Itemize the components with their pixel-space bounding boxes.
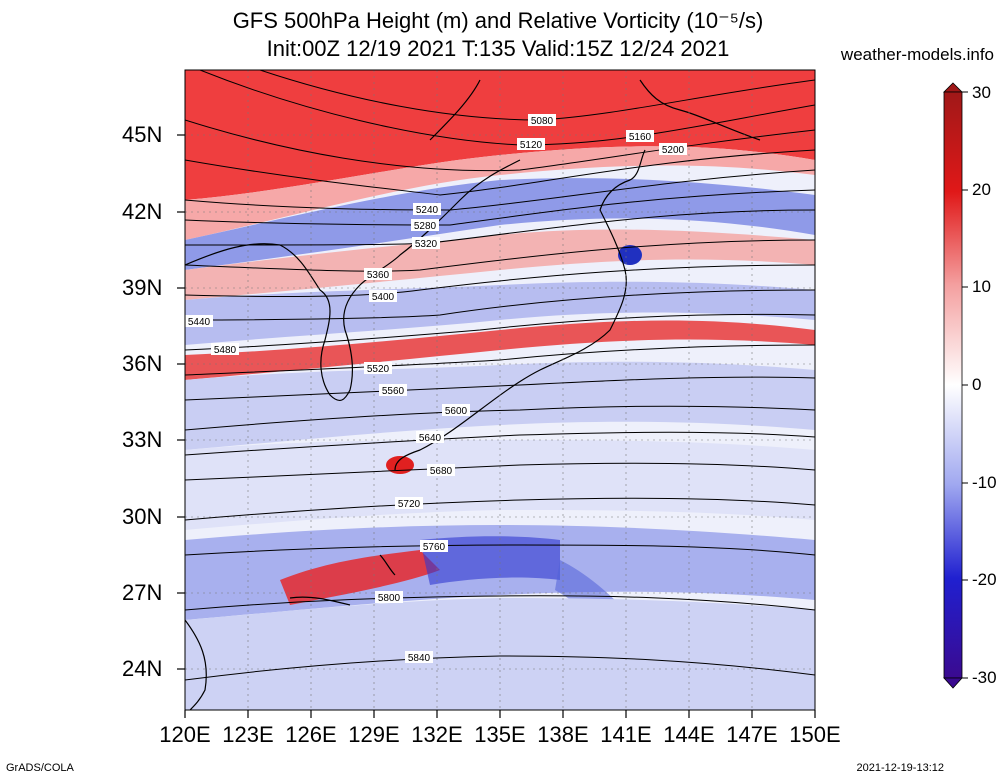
contour-label-5600: 5600: [445, 406, 468, 417]
colorbar-label-20: 20: [972, 180, 991, 199]
chart-subtitle: Init:00Z 12/19 2021 T:135 Valid:15Z 12/2…: [266, 36, 730, 61]
contour-label-5480: 5480: [214, 345, 237, 356]
contour-label-5320: 5320: [415, 239, 438, 250]
vorticity-field: [185, 70, 815, 710]
lat-label-24n: 24N: [122, 656, 163, 681]
colorbar-top-arrow: [943, 82, 963, 93]
contour-label-5680: 5680: [430, 466, 453, 477]
footer-software: GrADS/COLA: [6, 762, 74, 774]
colorbar-label-0: 0: [972, 375, 982, 394]
lon-label-141e: 141E: [600, 722, 652, 747]
contour-label-5440: 5440: [188, 317, 211, 328]
lat-label-45n: 45N: [122, 122, 163, 147]
lon-label-123e: 123E: [222, 722, 274, 747]
colorbar-label-10: 10: [972, 277, 991, 296]
contour-label-5160: 5160: [629, 132, 652, 143]
height-contours: [185, 70, 815, 681]
contour-label-5760: 5760: [423, 542, 446, 553]
lon-label-135e: 135E: [474, 722, 526, 747]
contour-label-5280: 5280: [414, 221, 437, 232]
lon-label-147e: 147E: [726, 722, 778, 747]
contour-label-5640: 5640: [419, 433, 442, 444]
lat-label-30n: 30N: [122, 504, 163, 529]
lon-label-129e: 129E: [348, 722, 400, 747]
lon-label-126e: 126E: [285, 722, 337, 747]
contour-label-5120: 5120: [520, 140, 543, 151]
graticule: [185, 70, 815, 710]
lat-label-27n: 27N: [122, 580, 163, 605]
lat-label-36n: 36N: [122, 351, 163, 376]
contour-label-5080: 5080: [531, 116, 554, 127]
lon-label-150e: 150E: [789, 722, 841, 747]
contour-label-5560: 5560: [382, 386, 405, 397]
contour-label-5520: 5520: [367, 364, 390, 375]
contour-label-5400: 5400: [372, 292, 395, 303]
contour-label-5240: 5240: [416, 205, 439, 216]
lon-label-120e: 120E: [159, 722, 211, 747]
colorbar-label-30: 30: [972, 83, 991, 102]
colorbar-label-minus20: -20: [972, 570, 997, 589]
colorbar-label-minus30: -30: [972, 668, 997, 687]
colorbar-bottom-arrow: [943, 677, 963, 689]
site-credit: weather-models.info: [840, 45, 994, 64]
contour-label-5800: 5800: [378, 593, 401, 604]
axis-ticks: [177, 134, 816, 718]
colorbar-label-minus10: -10: [972, 473, 997, 492]
contour-labels: 5080 5120 5160 5200 5240 5280 5320 5360 …: [185, 114, 687, 664]
contour-label-5840: 5840: [408, 653, 431, 664]
lat-label-42n: 42N: [122, 199, 163, 224]
colorbar: [943, 82, 968, 689]
contour-label-5720: 5720: [398, 499, 421, 510]
chart-title: GFS 500hPa Height (m) and Relative Vorti…: [232, 8, 764, 33]
lon-label-138e: 138E: [537, 722, 589, 747]
lon-label-132e: 132E: [411, 722, 463, 747]
lon-label-144e: 144E: [663, 722, 715, 747]
coastlines: [185, 79, 761, 710]
colorbar-scale: [943, 91, 963, 679]
lat-label-39n: 39N: [122, 275, 163, 300]
lat-label-33n: 33N: [122, 427, 163, 452]
contour-label-5200: 5200: [662, 145, 685, 156]
footer-timestamp: 2021-12-19-13:12: [856, 762, 944, 774]
contour-label-5360: 5360: [367, 270, 390, 281]
